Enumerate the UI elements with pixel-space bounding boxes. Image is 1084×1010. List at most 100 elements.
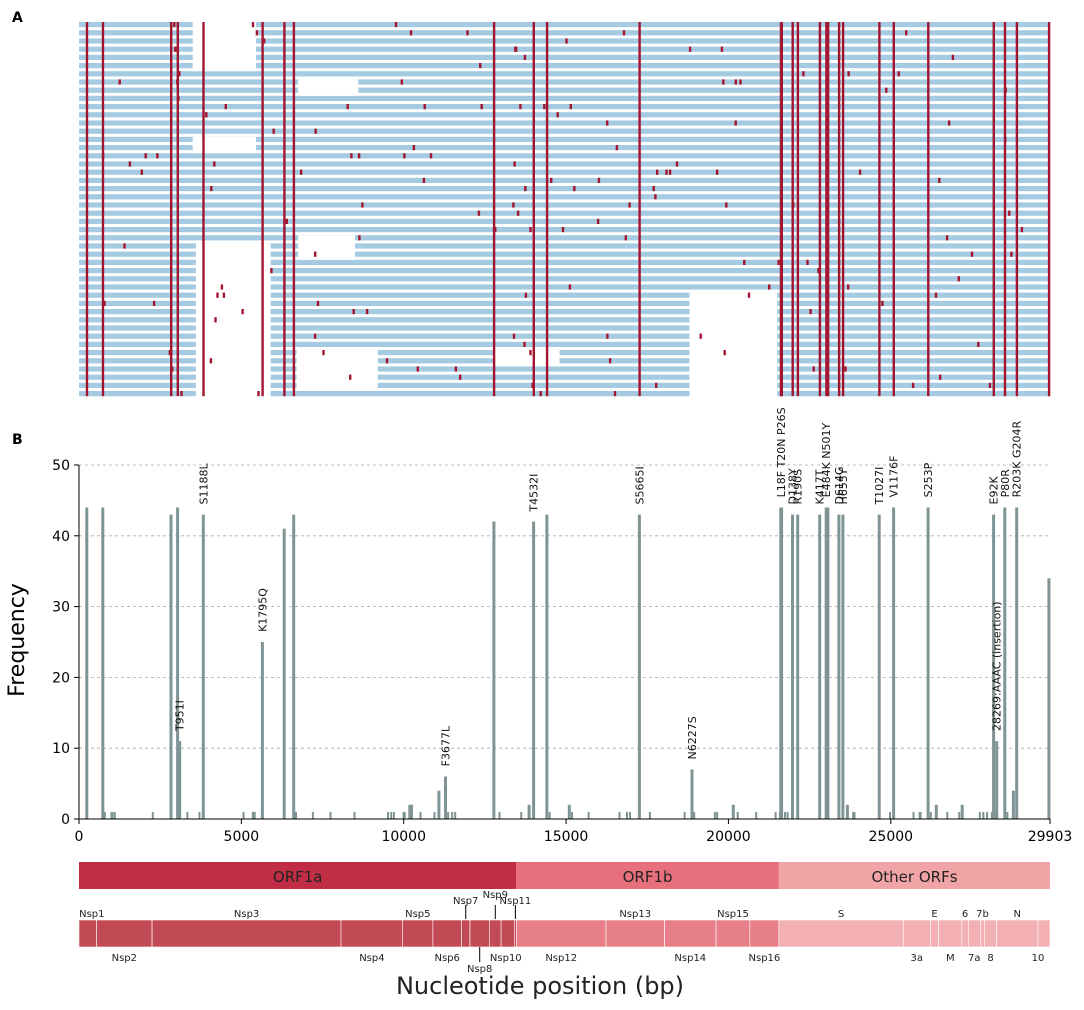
bar-small — [454, 811, 457, 819]
alignment-row — [79, 333, 1050, 339]
y-tick-label: 30 — [52, 600, 70, 616]
sporadic-mutation — [743, 259, 746, 265]
bar-small — [982, 811, 985, 819]
sporadic-mutation — [938, 177, 941, 183]
bar — [1011, 790, 1015, 819]
mutation-label: S1188L — [197, 463, 210, 505]
sporadic-mutation — [911, 382, 915, 388]
x-tick-label: 10000 — [381, 829, 426, 845]
mutation-label: T4532I — [528, 474, 541, 513]
alignment-row — [79, 169, 1050, 175]
mutation-line — [638, 22, 641, 397]
y-tick-label: 10 — [52, 741, 70, 757]
mutation-line — [927, 22, 930, 397]
bar — [824, 507, 828, 819]
alignment-row — [79, 268, 1050, 274]
sporadic-mutation — [655, 382, 658, 388]
bar-small — [433, 811, 436, 819]
bar — [444, 776, 447, 819]
sporadic-mutation — [422, 177, 426, 183]
sporadic-mutation — [409, 30, 413, 36]
alignment-row — [79, 317, 1050, 323]
sporadic-mutation — [513, 161, 516, 167]
sporadic-mutation — [596, 218, 600, 224]
mutation-label: E92K — [988, 476, 1001, 505]
x-tick-label: 15000 — [544, 829, 589, 845]
bar-small — [716, 811, 719, 819]
gene-segment — [489, 919, 502, 948]
bar — [845, 804, 849, 819]
alignment-row — [79, 87, 1050, 93]
sporadic-mutation — [128, 161, 132, 167]
sporadic-mutation — [720, 46, 724, 52]
gene-label: S — [838, 909, 844, 920]
bar — [527, 804, 531, 819]
gene-label: Nsp2 — [112, 953, 137, 964]
sporadic-mutation — [209, 358, 213, 364]
alignment-row — [79, 30, 1050, 36]
sporadic-mutation — [412, 145, 416, 151]
mutation-line — [791, 22, 794, 397]
sporadic-mutation — [556, 112, 559, 118]
gene-segment — [749, 919, 780, 948]
mutation-line — [202, 22, 205, 397]
sporadic-mutation — [214, 317, 217, 323]
mutation-label: H655Y — [837, 468, 850, 504]
bar — [85, 507, 89, 819]
bar — [169, 514, 173, 819]
sporadic-mutation — [656, 169, 659, 175]
bar — [1047, 578, 1051, 819]
bar — [731, 804, 735, 819]
alignment-row — [79, 309, 1050, 315]
alignment-row — [79, 251, 1050, 257]
bar-small — [786, 811, 789, 819]
sporadic-mutation — [224, 104, 227, 110]
sporadic-mutation — [177, 95, 180, 101]
sporadic-mutation — [947, 120, 951, 126]
sporadic-mutation — [565, 38, 568, 44]
gene-segment — [961, 919, 969, 948]
sporadic-mutation — [688, 46, 692, 52]
sporadic-mutation — [568, 284, 572, 290]
bar-small — [978, 811, 981, 819]
sporadic-mutation — [262, 38, 266, 44]
sporadic-mutation — [1004, 87, 1007, 93]
alignment-row — [79, 366, 1050, 372]
sporadic-mutation — [385, 358, 389, 364]
bar — [282, 528, 286, 819]
sporadic-mutation — [255, 30, 259, 36]
mutation-label: T951I — [174, 700, 187, 732]
gene-label: N — [1014, 909, 1021, 920]
bar — [260, 642, 264, 819]
gene-segment — [984, 919, 997, 948]
bar-small — [520, 811, 523, 819]
gene-label: Nsp12 — [545, 953, 577, 964]
mutation-label: R190S — [792, 469, 805, 505]
sporadic-mutation — [299, 169, 303, 175]
mutation-label: 28269:AAAC (insertion) — [991, 601, 1004, 731]
sporadic-mutation — [519, 104, 522, 110]
bar — [841, 514, 845, 819]
bar-small — [889, 811, 891, 819]
bar-small — [451, 811, 454, 819]
gene-segment — [980, 919, 985, 948]
gene-segment — [500, 919, 515, 948]
sporadic-mutation — [512, 333, 516, 339]
sporadic-mutation — [416, 366, 419, 372]
sporadic-mutation — [480, 104, 483, 110]
alignment-row — [79, 120, 1050, 126]
sporadic-mutation — [123, 243, 126, 249]
sporadic-mutation — [777, 259, 780, 265]
sporadic-mutation — [945, 235, 949, 241]
sporadic-mutation — [512, 202, 515, 208]
alignment-row — [79, 227, 1050, 233]
y-tick-label: 50 — [52, 458, 70, 474]
gene-segment — [902, 919, 931, 948]
bar — [101, 507, 105, 819]
bar-series — [85, 507, 1051, 819]
sporadic-mutation — [494, 227, 497, 233]
bar-small — [994, 811, 997, 819]
gene-segment — [515, 919, 607, 948]
bar-small — [390, 811, 393, 819]
bar-small — [251, 811, 254, 819]
